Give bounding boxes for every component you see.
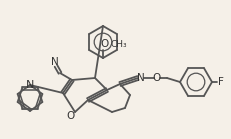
Text: N: N [137,73,144,83]
Text: F: F [217,77,223,87]
Text: CH₃: CH₃ [110,39,127,49]
Text: O: O [67,111,75,121]
Text: N: N [26,80,34,90]
Text: O: O [100,39,109,49]
Text: O: O [152,73,161,83]
Text: N: N [51,57,59,67]
